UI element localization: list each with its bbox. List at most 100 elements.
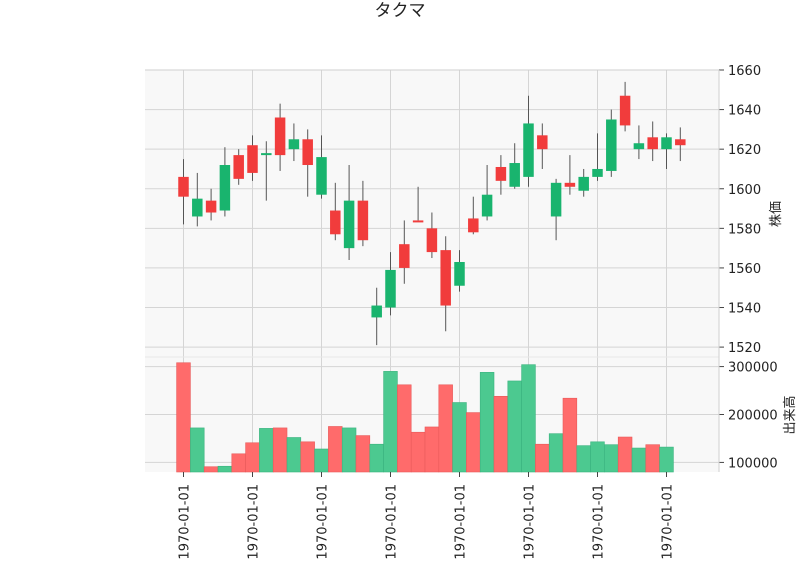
- volume-bar: [328, 426, 343, 473]
- candle-body: [592, 168, 603, 177]
- candle-body: [288, 139, 300, 150]
- candle-body: [385, 269, 396, 308]
- chart-title: タクマ: [375, 1, 426, 21]
- price-tick-label: 1640: [728, 104, 761, 119]
- candle-body: [468, 218, 479, 233]
- volume-bar: [576, 445, 591, 473]
- candle-body: [440, 250, 451, 306]
- x-tick-label: 1970-01-01: [247, 484, 262, 560]
- volume-bar: [397, 384, 412, 473]
- volume-bar: [245, 442, 260, 473]
- candle-body: [192, 198, 203, 217]
- axis-labels: 1520 1540 1560 1580 1600 1620 1640 1660 100000 20…: [145, 64, 778, 560]
- volume-bar: [590, 441, 605, 473]
- candle-body: [426, 228, 438, 253]
- candle-body: [578, 176, 589, 191]
- volume-bar: [659, 446, 674, 473]
- volume-bar: [466, 412, 481, 473]
- volume-bars: [176, 362, 674, 473]
- volume-bar: [272, 427, 288, 473]
- volume-axis-label: 出来高: [782, 395, 798, 434]
- candle-body: [274, 117, 286, 156]
- volume-bar: [410, 431, 426, 473]
- volume-bar: [341, 427, 357, 473]
- candle-body: [523, 123, 534, 177]
- volume-bar: [479, 372, 495, 473]
- candle-body: [343, 200, 355, 249]
- candle-body: [633, 143, 645, 150]
- volume-tick-label: 100000: [728, 456, 778, 471]
- candle-body: [619, 95, 631, 126]
- candle-body: [330, 210, 341, 235]
- volume-bar: [231, 453, 246, 473]
- candle-body: [178, 176, 189, 197]
- price-tick-label: 1620: [728, 143, 761, 158]
- candle-body: [247, 145, 258, 173]
- candle-body: [261, 153, 272, 156]
- volume-bar: [493, 395, 509, 473]
- candle-body: [481, 194, 493, 217]
- x-tick-label: 1970-01-01: [592, 484, 607, 560]
- volume-bar: [259, 428, 274, 473]
- candle-body: [495, 166, 507, 181]
- x-tick-label: 1970-01-01: [523, 484, 538, 560]
- price-tick-label: 1580: [728, 222, 761, 237]
- x-tick-label: 1970-01-01: [178, 484, 193, 560]
- volume-bar: [617, 436, 633, 473]
- candle-body: [606, 119, 617, 171]
- price-tick-label: 1540: [728, 302, 761, 317]
- volume-bar: [548, 433, 564, 473]
- candle-body: [537, 135, 548, 150]
- volume-bar: [383, 371, 398, 473]
- price-tick-label: 1600: [728, 183, 761, 198]
- volume-bar: [286, 437, 302, 473]
- x-tick-label: 1970-01-01: [661, 484, 676, 560]
- volume-bar: [645, 444, 660, 473]
- candle-body: [412, 220, 424, 223]
- candle-body: [564, 182, 576, 187]
- candle-body: [302, 139, 313, 166]
- volume-bar: [562, 397, 578, 473]
- volume-bar: [300, 441, 315, 473]
- candles: [178, 81, 686, 346]
- x-tick-label: 1970-01-01: [316, 484, 331, 560]
- volume-bar: [203, 466, 219, 473]
- candle-body: [233, 155, 244, 179]
- volume-bar: [521, 364, 536, 473]
- candle-body: [550, 182, 562, 217]
- volume-bar: [424, 426, 440, 473]
- volume-tick-label: 300000: [728, 361, 778, 376]
- volume-bar: [176, 362, 191, 473]
- volume-bar: [535, 443, 550, 473]
- volume-bar: [452, 402, 467, 473]
- volume-bar: [355, 435, 371, 473]
- volume-bar: [438, 384, 453, 473]
- x-tick-label: 1970-01-01: [385, 484, 400, 560]
- volume-tick-label: 200000: [728, 409, 778, 424]
- candle-body: [454, 261, 465, 286]
- candle-body: [399, 244, 410, 268]
- candle-body: [219, 165, 231, 211]
- volume-bar: [314, 448, 329, 473]
- candle-body: [661, 137, 672, 150]
- volume-bar: [190, 427, 205, 473]
- candle-body: [371, 305, 382, 318]
- x-tick-label: 1970-01-01: [454, 484, 469, 560]
- candle-body: [675, 139, 686, 146]
- price-tick-label: 1560: [728, 262, 761, 277]
- candle-body: [205, 200, 217, 213]
- candle-body: [509, 163, 520, 187]
- volume-bar: [604, 444, 619, 473]
- volume-bar: [369, 443, 384, 473]
- volume-bar: [507, 380, 522, 473]
- price-tick-label: 1520: [728, 341, 761, 356]
- candle-body: [357, 200, 369, 241]
- candle-body: [316, 157, 327, 195]
- candle-body: [647, 137, 658, 150]
- volume-bar: [217, 465, 233, 473]
- price-tick-label: 1660: [728, 64, 761, 79]
- price-axis-label: 株価: [769, 201, 784, 227]
- volume-bar: [631, 447, 647, 473]
